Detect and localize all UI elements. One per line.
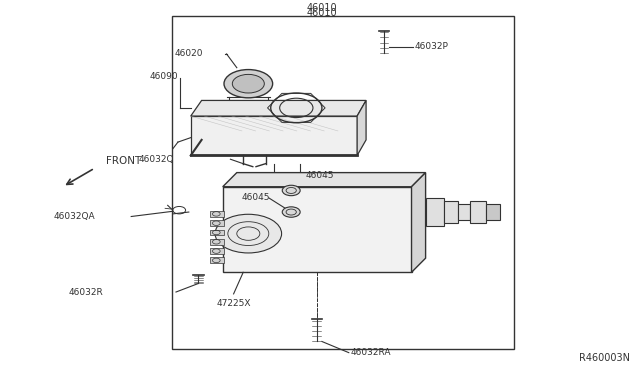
Text: 46032QA: 46032QA — [53, 212, 95, 221]
Bar — [470, 201, 486, 223]
Text: 46045: 46045 — [242, 193, 271, 202]
Circle shape — [232, 74, 264, 93]
Text: R460003N: R460003N — [579, 353, 630, 363]
Bar — [444, 201, 458, 223]
Circle shape — [282, 207, 300, 217]
Text: 46010: 46010 — [307, 3, 337, 13]
Bar — [458, 204, 470, 220]
Polygon shape — [357, 100, 366, 155]
Text: 46032RA: 46032RA — [351, 348, 391, 357]
Bar — [210, 230, 224, 235]
Circle shape — [215, 214, 282, 253]
Circle shape — [282, 185, 300, 196]
Text: 46020: 46020 — [175, 49, 204, 58]
Bar — [210, 257, 224, 263]
Polygon shape — [191, 100, 366, 116]
Bar — [426, 198, 444, 226]
Polygon shape — [223, 173, 426, 187]
Bar — [210, 220, 224, 226]
Text: 46045: 46045 — [306, 171, 335, 180]
Text: 46032Q: 46032Q — [139, 155, 174, 164]
Bar — [172, 16, 514, 349]
Bar — [210, 211, 224, 217]
Text: 46090: 46090 — [149, 72, 178, 81]
Circle shape — [224, 70, 273, 98]
Text: 46032P: 46032P — [415, 42, 449, 51]
Text: 46032R: 46032R — [69, 288, 104, 296]
Text: FRONT: FRONT — [106, 155, 141, 166]
Text: 46010: 46010 — [307, 8, 337, 18]
Text: 47225X: 47225X — [216, 299, 251, 308]
Bar — [210, 248, 224, 254]
Bar — [223, 187, 412, 272]
Bar — [210, 239, 224, 245]
Polygon shape — [412, 173, 426, 272]
Polygon shape — [191, 116, 357, 155]
Bar — [486, 204, 500, 220]
